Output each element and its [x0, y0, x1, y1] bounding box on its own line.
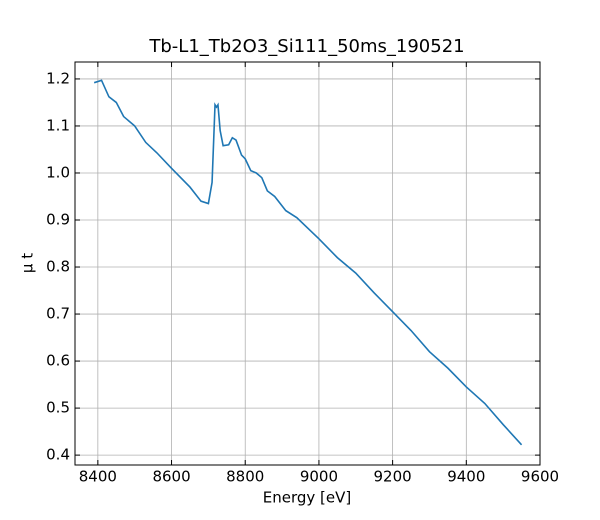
plot-frame: [74, 61, 541, 466]
y-axis-label: μ t: [19, 253, 37, 273]
x-tick-label: 8400: [79, 468, 117, 486]
x-tick-label: 8600: [152, 468, 190, 486]
data-line: [93, 79, 523, 446]
y-tick-label: 1.0: [46, 163, 70, 181]
y-tick-label: 0.7: [46, 305, 70, 323]
x-tick-label: 8800: [226, 468, 264, 486]
y-tick-label: 0.4: [46, 446, 70, 464]
x-axis-label: Energy [eV]: [263, 489, 351, 507]
y-tick-label: 0.5: [46, 399, 70, 417]
chart-title: Tb-L1_Tb2O3_Si111_50ms_190521: [148, 36, 464, 57]
y-tick-label: 1.2: [46, 69, 70, 87]
y-tick-label: 0.8: [46, 258, 70, 276]
y-tick-label: 1.1: [46, 116, 70, 134]
x-tick-label: 9400: [447, 468, 485, 486]
x-tick-label: 9200: [374, 468, 412, 486]
x-tick-label: 9600: [521, 468, 559, 486]
y-tick-label: 0.9: [46, 211, 70, 229]
y-tick-label: 0.6: [46, 352, 70, 370]
x-tick-label: 9000: [300, 468, 338, 486]
